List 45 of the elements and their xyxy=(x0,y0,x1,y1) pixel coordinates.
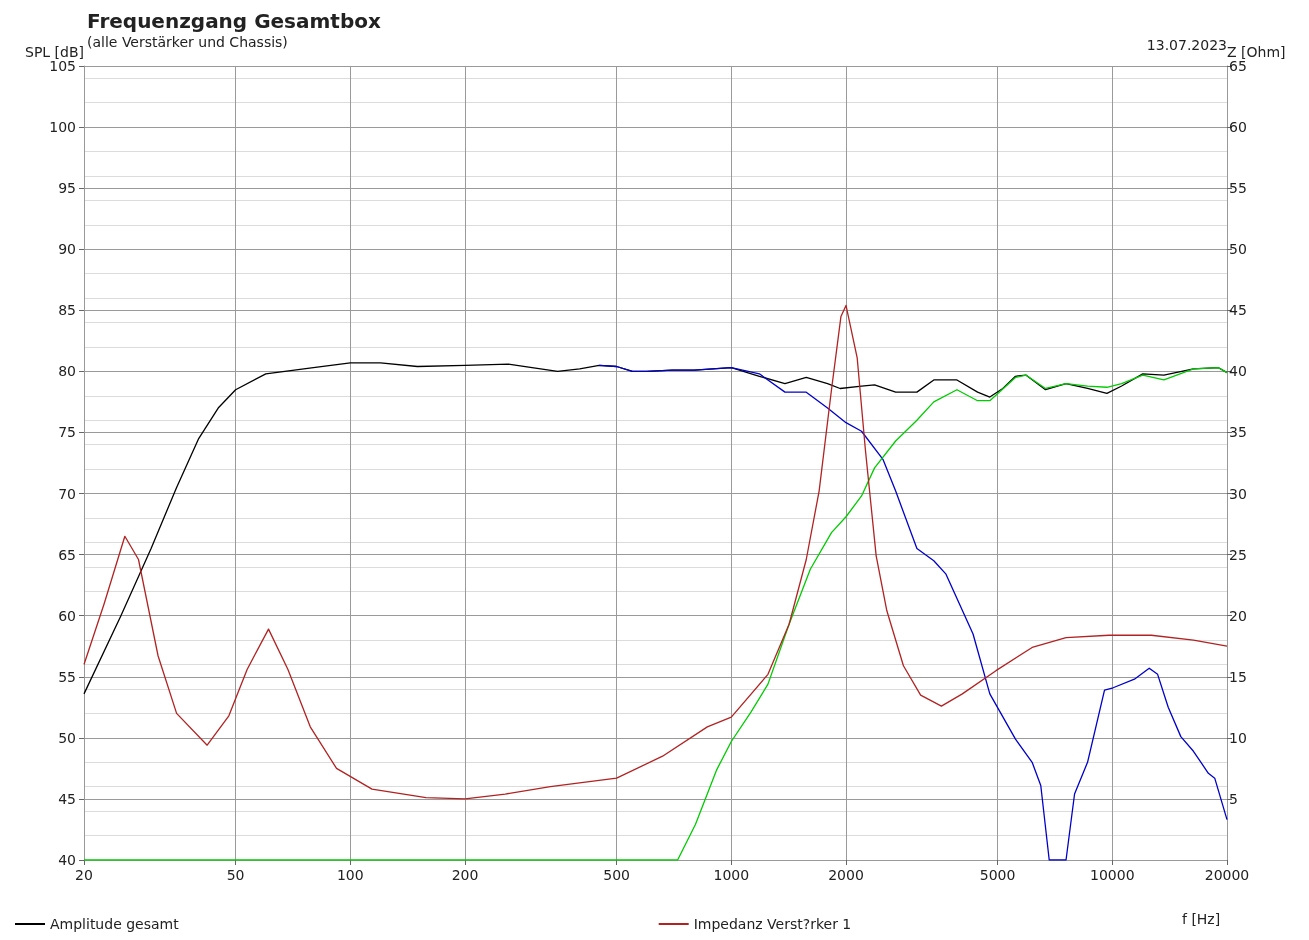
y2-tick-label: 50 xyxy=(1229,241,1247,258)
legend-label: Impedanz Verst?rker 1 xyxy=(693,916,852,932)
y-tick-label: 75 xyxy=(58,424,76,441)
y-tick-label: 40 xyxy=(58,852,76,868)
y2-tick-label: 15 xyxy=(1229,668,1247,685)
x-tick-label: 20000 xyxy=(1204,867,1250,883)
y2-tick-label: 5 xyxy=(1229,790,1238,807)
y-tick-label: 90 xyxy=(58,241,76,258)
chart-title: Frequenzgang Gesamtbox xyxy=(87,9,381,33)
y-tick-label: 95 xyxy=(58,180,76,197)
x-tick-label: 500 xyxy=(603,867,630,883)
x-tick-label: 20 xyxy=(75,867,93,883)
x-tick-label: 50 xyxy=(226,867,245,883)
y2-axis-title: Z [Ohm] xyxy=(1227,44,1286,61)
y-tick-label: 60 xyxy=(58,607,76,624)
y2-tick-label: 20 xyxy=(1229,607,1247,624)
y-tick-label: 70 xyxy=(58,485,76,502)
y-tick-label: 65 xyxy=(58,546,76,563)
x-tick-label: 5000 xyxy=(979,867,1016,883)
y-tick-label: 50 xyxy=(58,729,76,746)
y-tick-label: 85 xyxy=(58,302,76,319)
y2-tick-label: 40 xyxy=(1229,363,1247,380)
y2-tick-label: 30 xyxy=(1229,485,1247,502)
y-tick-label: 55 xyxy=(58,668,76,685)
y2-tick-label: 60 xyxy=(1229,119,1247,136)
x-axis-title: f [Hz] xyxy=(1182,911,1221,927)
y2-tick-label: 10 xyxy=(1229,729,1247,746)
y2-tick-label: 65 xyxy=(1229,58,1247,74)
y-tick-label: 45 xyxy=(58,790,76,807)
text: 13.07.2023 xyxy=(1146,37,1228,53)
x-tick-label: 100 xyxy=(336,867,364,883)
y-axis-title: SPL [dB] xyxy=(25,44,84,61)
x-tick-label: 2000 xyxy=(828,867,864,883)
chart-subtitle: (alle Verstärker und Chassis) xyxy=(87,34,288,50)
x-tick-label: 10000 xyxy=(1090,867,1135,883)
y2-tick-label: 25 xyxy=(1229,546,1247,563)
y2-tick-label: 35 xyxy=(1229,424,1247,441)
x-tick-label: 200 xyxy=(451,867,479,883)
x-tick-label: 1000 xyxy=(713,867,750,883)
y2-tick-label: 55 xyxy=(1229,180,1247,197)
y-tick-label: 100 xyxy=(49,119,76,136)
y-tick-label: 105 xyxy=(49,58,76,74)
y2-tick-label: 45 xyxy=(1229,302,1247,319)
legend-label: Amplitude gesamt xyxy=(50,916,180,932)
y-tick-label: 80 xyxy=(58,363,76,380)
